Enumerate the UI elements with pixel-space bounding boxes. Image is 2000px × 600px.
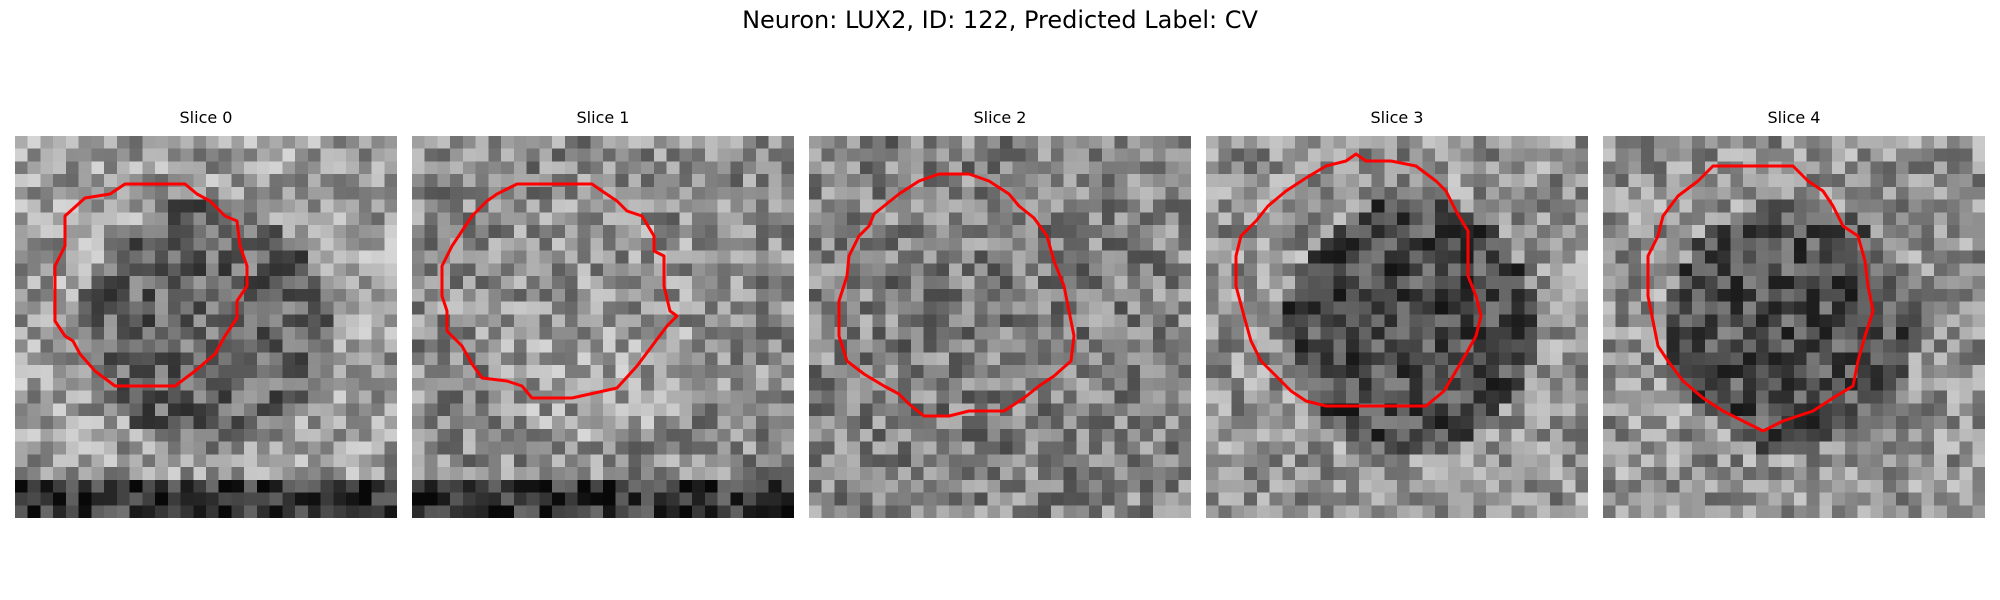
contour-path	[440, 182, 679, 400]
roi-contour	[440, 182, 679, 400]
slice-panel-4: Slice 4	[1603, 106, 1985, 518]
figure-title: Neuron: LUX2, ID: 122, Predicted Label: …	[742, 6, 1258, 34]
contour-path	[53, 182, 249, 388]
slice-title: Slice 1	[576, 108, 630, 127]
slice-image	[1603, 136, 1985, 518]
slice-title: Slice 4	[1767, 108, 1821, 127]
slice-panel-3: Slice 3	[1206, 106, 1588, 518]
slice-image	[1206, 136, 1588, 518]
roi-contour	[837, 172, 1076, 418]
contour-path	[1234, 152, 1483, 408]
slice-image	[809, 136, 1191, 518]
roi-contour	[1234, 152, 1483, 408]
contour-path	[837, 172, 1076, 418]
slice-title: Slice 3	[1370, 108, 1424, 127]
slice-panel-0: Slice 0	[15, 106, 397, 518]
slice-panel-2: Slice 2	[809, 106, 1191, 518]
slice-image	[412, 136, 794, 518]
roi-contour	[53, 182, 249, 388]
roi-contour	[1646, 164, 1875, 433]
contour-path	[1646, 164, 1875, 433]
slice-panel-1: Slice 1	[412, 106, 794, 518]
slice-title: Slice 2	[973, 108, 1027, 127]
slice-title: Slice 0	[179, 108, 233, 127]
